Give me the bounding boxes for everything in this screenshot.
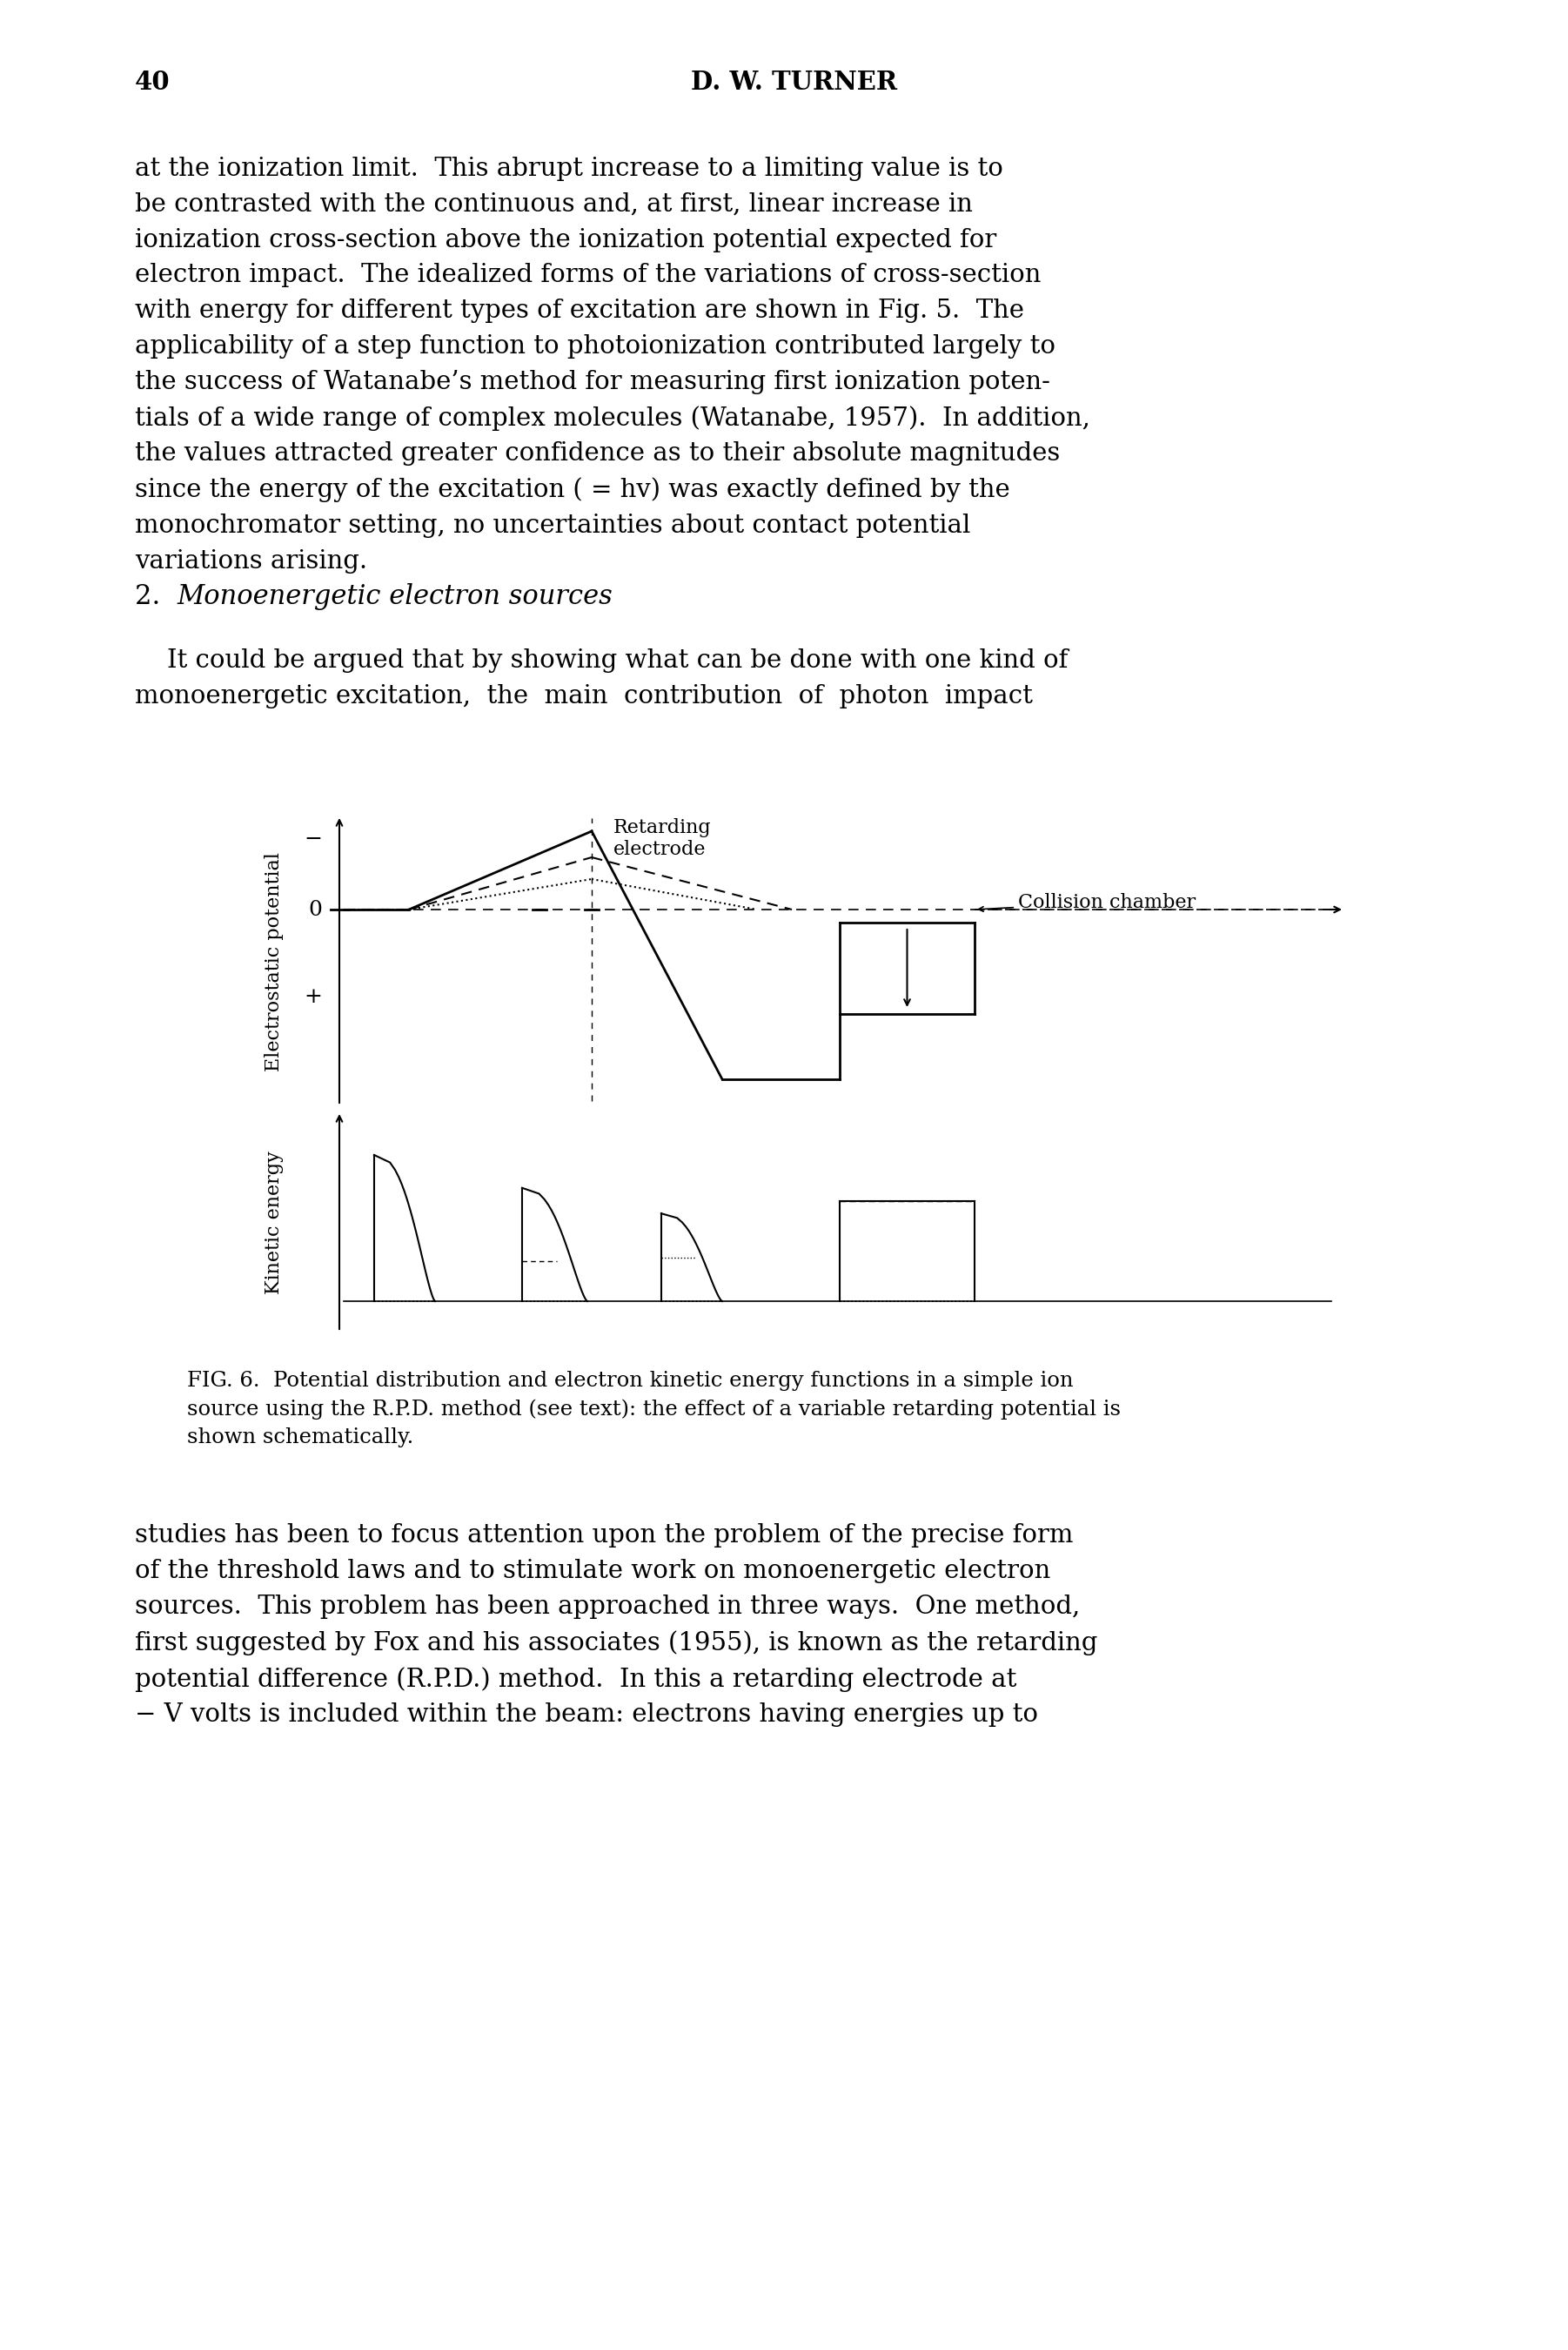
Text: +: +: [304, 987, 321, 1006]
Text: Kinetic energy: Kinetic energy: [265, 1152, 284, 1295]
Text: Collision chamber: Collision chamber: [978, 893, 1196, 912]
Text: FIG. 6.  Potential distribution and electron kinetic energy functions in a simpl: FIG. 6. Potential distribution and elect…: [187, 1370, 1121, 1448]
Text: Retarding
electrode: Retarding electrode: [613, 818, 712, 860]
Text: Monoenergetic electron sources: Monoenergetic electron sources: [177, 583, 613, 611]
Text: 2.: 2.: [135, 583, 177, 611]
Text: It could be argued that by showing what can be done with one kind of
monoenerget: It could be argued that by showing what …: [135, 649, 1068, 707]
Text: −: −: [304, 830, 321, 851]
Text: Electrostatic potential: Electrostatic potential: [265, 853, 284, 1072]
Text: D. W. TURNER: D. W. TURNER: [691, 70, 897, 94]
Text: at the ionization limit.  This abrupt increase to a limiting value is to
be cont: at the ionization limit. This abrupt inc…: [135, 157, 1090, 573]
Text: 40: 40: [135, 70, 171, 94]
Text: 0: 0: [309, 900, 321, 919]
Text: studies has been to focus attention upon the problem of the precise form
of the : studies has been to focus attention upon…: [135, 1523, 1098, 1727]
